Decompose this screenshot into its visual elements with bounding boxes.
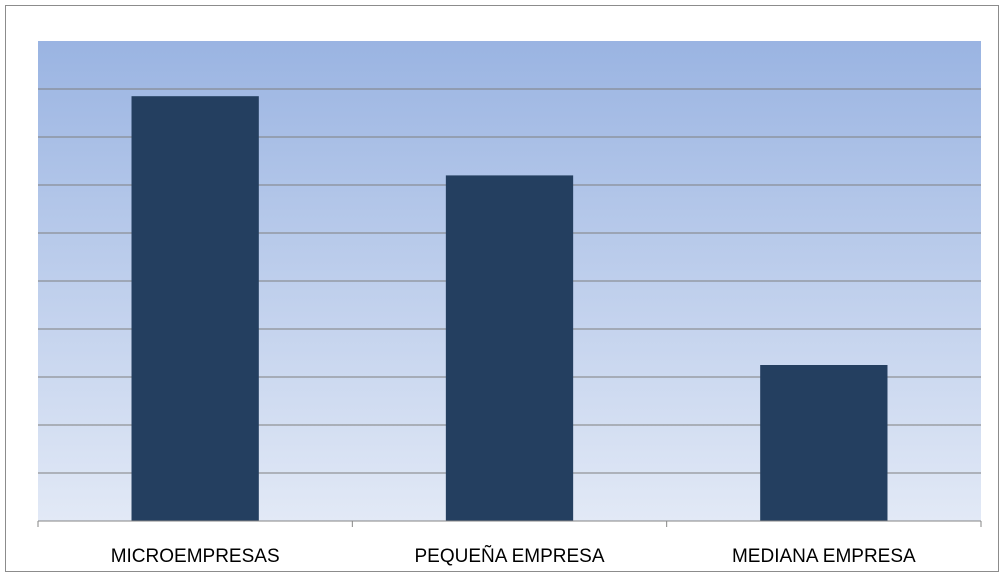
bar — [131, 96, 259, 521]
category-label: PEQUEÑA EMPRESA — [414, 545, 604, 567]
bars — [131, 96, 888, 521]
bar-chart: MICROEMPRESAS PEQUEÑA EMPRESA MEDIANA EMPR… — [37, 41, 982, 567]
bar — [445, 175, 574, 521]
x-axis — [37, 520, 982, 527]
category-label: MEDIANA EMPRESA — [732, 546, 916, 567]
chart-area: MICROEMPRESAS PEQUEÑA EMPRESA MEDIANA EMPR… — [5, 5, 999, 572]
bar — [760, 365, 888, 521]
category-label: MICROEMPRESAS — [111, 546, 280, 567]
category-labels: MICROEMPRESAS PEQUEÑA EMPRESA MEDIANA EMPR… — [111, 545, 916, 567]
